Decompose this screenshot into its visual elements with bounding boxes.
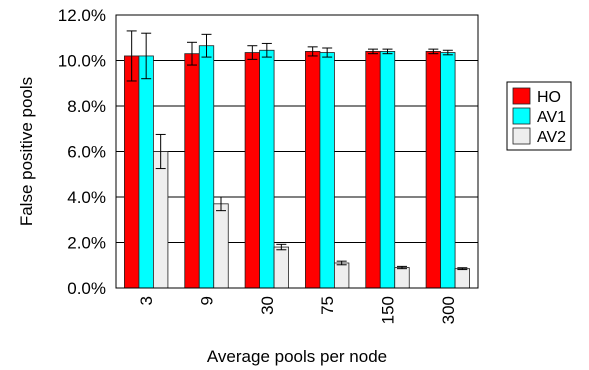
plot-area-frame bbox=[115, 14, 479, 289]
error-bar-av2-300 bbox=[457, 267, 468, 271]
bar-ho-150 bbox=[365, 51, 381, 289]
bar-av1-75 bbox=[319, 52, 335, 289]
x-tick-label: 300 bbox=[439, 296, 458, 324]
y-tick-label: 8.0% bbox=[67, 97, 106, 116]
error-bar-av1-30 bbox=[261, 42, 272, 58]
bar-av1-150 bbox=[379, 51, 396, 289]
bar-ho-3 bbox=[124, 55, 140, 289]
y-tick-label: 0.0% bbox=[67, 279, 106, 298]
error-bar-av1-3 bbox=[141, 32, 152, 80]
y-tick-label: 6.0% bbox=[67, 143, 106, 162]
error-bar-ho-75 bbox=[307, 46, 318, 57]
legend-swatch-av1 bbox=[512, 107, 531, 125]
y-tick-label: 2.0% bbox=[67, 234, 106, 253]
error-bar-ho-3 bbox=[126, 30, 137, 82]
x-tick-label: 150 bbox=[379, 296, 398, 324]
bar-ho-9 bbox=[184, 53, 200, 289]
legend-swatch-av2 bbox=[512, 127, 531, 145]
legend-label-av2: AV2 bbox=[537, 129, 566, 146]
x-axis-ticks: 3 9 30 75 150 300 bbox=[137, 296, 458, 324]
bar-av2-300 bbox=[454, 268, 470, 289]
error-bar-av1-9 bbox=[201, 33, 212, 58]
error-bar-ho-30 bbox=[247, 45, 258, 60]
bars bbox=[124, 45, 470, 289]
x-axis-label: Average pools per node bbox=[207, 347, 387, 366]
y-tick-label: 4.0% bbox=[67, 188, 106, 207]
error-bar-ho-300 bbox=[428, 48, 439, 55]
legend: HO AV1 AV2 bbox=[506, 81, 572, 151]
error-bar-ho-150 bbox=[368, 48, 378, 55]
y-axis-label: False positive pools bbox=[17, 77, 36, 226]
error-bar-ho-9 bbox=[187, 41, 197, 66]
x-tick-label: 75 bbox=[318, 296, 337, 315]
bar-av1-3 bbox=[138, 55, 154, 289]
bar-av1-9 bbox=[198, 45, 215, 289]
error-bar-av1-75 bbox=[322, 47, 333, 58]
bar-ho-75 bbox=[305, 51, 321, 289]
error-bar-av2-150 bbox=[397, 265, 407, 270]
error-bars bbox=[126, 30, 468, 271]
bar-av2-30 bbox=[273, 246, 289, 289]
error-bar-av2-9 bbox=[216, 196, 226, 212]
error-bar-av2-3 bbox=[155, 133, 166, 170]
bar-av2-150 bbox=[394, 267, 410, 289]
x-tick-label: 9 bbox=[198, 296, 217, 305]
error-bar-av1-150 bbox=[382, 48, 393, 55]
grid-lines bbox=[116, 14, 478, 289]
y-tick-label: 10.0% bbox=[58, 52, 106, 71]
bar-av1-30 bbox=[259, 49, 275, 289]
bar-ho-30 bbox=[244, 52, 260, 289]
x-tick-label: 3 bbox=[137, 296, 156, 305]
bar-av2-75 bbox=[334, 262, 350, 289]
bar-ho-300 bbox=[425, 51, 441, 289]
error-bar-av1-300 bbox=[442, 49, 453, 56]
x-tick-label: 30 bbox=[258, 296, 277, 315]
legend-label-av1: AV1 bbox=[537, 109, 566, 126]
error-bar-av2-75 bbox=[336, 260, 347, 266]
bar-av1-300 bbox=[440, 52, 456, 289]
y-axis-ticks: 0.0% 2.0% 4.0% 6.0% 8.0% 10.0% 12.0% bbox=[58, 6, 106, 298]
legend-label-ho: HO bbox=[537, 89, 561, 106]
legend-swatch-ho bbox=[512, 87, 531, 105]
y-tick-label: 12.0% bbox=[58, 6, 106, 25]
bar-av2-9 bbox=[213, 203, 229, 289]
bar-av2-3 bbox=[153, 151, 169, 289]
error-bar-av2-30 bbox=[276, 243, 287, 251]
